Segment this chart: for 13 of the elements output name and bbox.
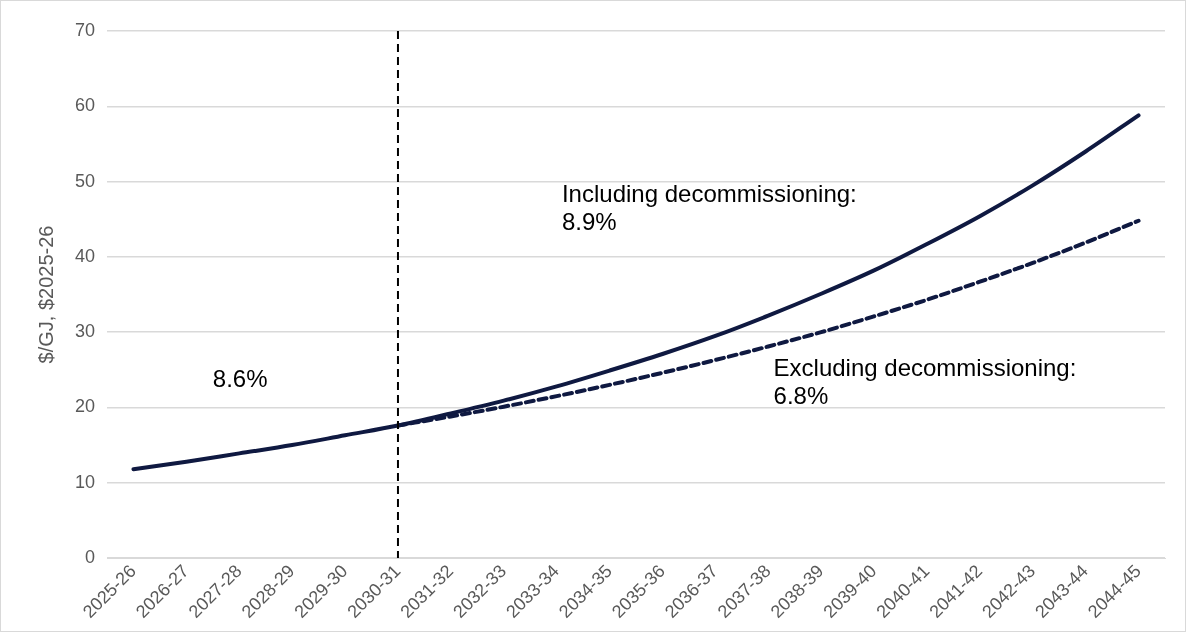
y-tick-label: 0: [85, 546, 96, 567]
y-axis-title: $/GJ, $2025-26: [34, 225, 57, 364]
y-tick-label: 40: [74, 245, 96, 266]
annotation: 8.6%: [212, 364, 268, 392]
y-tick-label: 20: [74, 396, 96, 417]
annotation: Excluding decommissioning: 6.8%: [773, 354, 1077, 410]
line-series: [131, 113, 1141, 472]
y-tick-label: 10: [74, 471, 96, 492]
annotation: Including decommissioning: 8.9%: [561, 180, 857, 236]
y-tick-label: 50: [74, 170, 96, 191]
y-tick-label: 30: [74, 321, 96, 342]
y-tick-label: 70: [74, 19, 96, 40]
y-tick-label: 60: [74, 95, 96, 116]
